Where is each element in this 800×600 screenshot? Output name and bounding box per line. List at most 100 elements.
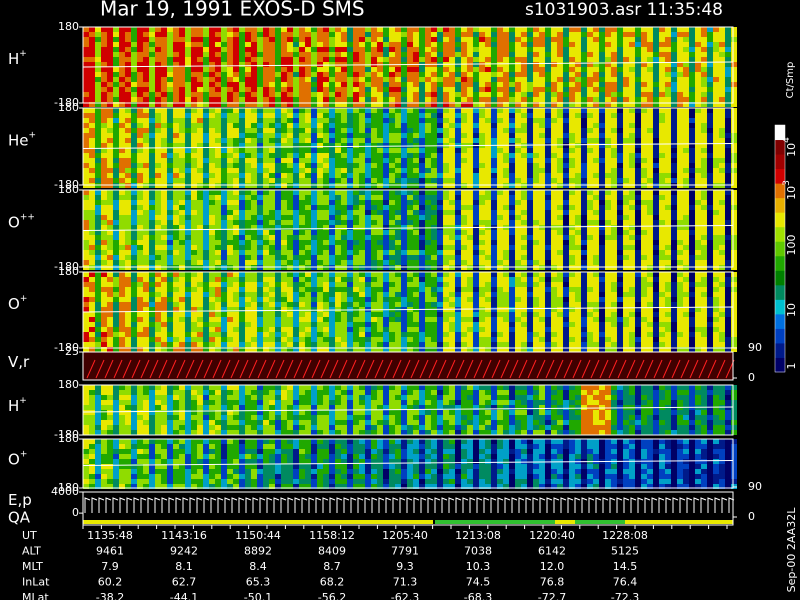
spectrogram-cell bbox=[197, 220, 203, 225]
spectrogram-cell bbox=[407, 235, 413, 240]
spectrogram-cell bbox=[545, 220, 551, 225]
spectrogram-cell bbox=[305, 215, 311, 220]
spectrogram-cell bbox=[383, 195, 389, 200]
spectrogram-cell bbox=[569, 153, 575, 158]
spectrogram-cell bbox=[467, 210, 473, 215]
spectrogram-cell bbox=[395, 97, 401, 102]
spectrogram-cell bbox=[539, 62, 545, 67]
spectrogram-cell bbox=[395, 210, 401, 215]
spectrogram-cell bbox=[185, 138, 191, 143]
spectrogram-cell bbox=[395, 158, 401, 163]
spectrogram-cell bbox=[455, 108, 461, 113]
spectrogram-cell bbox=[383, 102, 389, 107]
spectrogram-cell bbox=[431, 220, 437, 225]
spectrogram-cell bbox=[245, 102, 251, 107]
spectrogram-cell bbox=[557, 37, 563, 42]
spectrogram-cell bbox=[371, 220, 377, 225]
spectrogram-cell bbox=[131, 47, 137, 52]
spectrogram-cell bbox=[257, 255, 263, 260]
spectrogram-cell bbox=[557, 57, 563, 62]
spectrogram-cell bbox=[371, 240, 377, 245]
spectrogram-cell bbox=[731, 57, 737, 62]
spectrogram-cell bbox=[119, 97, 125, 102]
spectrogram-cell bbox=[569, 72, 575, 77]
spectrogram-cell bbox=[671, 87, 677, 92]
spectrogram-cell bbox=[143, 123, 149, 128]
spectrogram-cell bbox=[431, 87, 437, 92]
spectrogram-cell bbox=[257, 113, 263, 118]
spectrogram-cell bbox=[473, 47, 479, 52]
spectrogram-cell bbox=[83, 148, 89, 153]
spectrogram-cell bbox=[233, 210, 239, 215]
spectrogram-cell bbox=[731, 138, 737, 143]
spectrogram-cell bbox=[371, 173, 377, 178]
spectrogram-cell bbox=[731, 153, 737, 158]
spectrogram-cell bbox=[293, 92, 299, 97]
spectrogram-cell bbox=[647, 87, 653, 92]
spectrogram-cell bbox=[101, 245, 107, 250]
spectrogram-cell bbox=[557, 77, 563, 82]
spectrogram-cell bbox=[485, 153, 491, 158]
spectrogram-cell bbox=[407, 37, 413, 42]
spectrogram-cell bbox=[383, 82, 389, 87]
spectrogram-cell bbox=[473, 240, 479, 245]
spectrogram-cell bbox=[221, 215, 227, 220]
spectrogram-cell bbox=[431, 200, 437, 205]
spectrogram-cell bbox=[551, 210, 557, 215]
spectrogram-cell bbox=[137, 250, 143, 255]
spectrogram-cell bbox=[317, 77, 323, 82]
spectrogram-cell bbox=[353, 102, 359, 107]
spectrogram-cell bbox=[359, 97, 365, 102]
spectrogram-cell bbox=[269, 57, 275, 62]
spectrogram-cell bbox=[473, 108, 479, 113]
spectrogram-cell bbox=[473, 52, 479, 57]
spectrogram-cell bbox=[395, 57, 401, 62]
spectrogram-cell bbox=[251, 92, 257, 97]
spectrogram-cell bbox=[263, 92, 269, 97]
spectrogram-cell bbox=[593, 57, 599, 62]
spectrogram-cell bbox=[611, 168, 617, 173]
spectrogram-cell bbox=[707, 178, 713, 183]
spectrogram-cell bbox=[437, 128, 443, 133]
spectrogram-cell bbox=[173, 240, 179, 245]
spectrogram-cell bbox=[281, 67, 287, 72]
spectrogram-cell bbox=[485, 113, 491, 118]
spectrogram-cell bbox=[689, 62, 695, 67]
spectrogram-cell bbox=[425, 250, 431, 255]
spectrogram-cell bbox=[209, 190, 215, 195]
spectrogram-cell bbox=[413, 37, 419, 42]
spectrogram-cell bbox=[479, 163, 485, 168]
spectrogram-cell bbox=[221, 82, 227, 87]
spectrogram-cell bbox=[335, 32, 341, 37]
spectrogram-cell bbox=[215, 77, 221, 82]
spectrogram-cell bbox=[371, 153, 377, 158]
spectrogram-cell bbox=[149, 240, 155, 245]
spectrogram-cell bbox=[113, 210, 119, 215]
spectrogram-cell bbox=[461, 97, 467, 102]
spectrogram-cell bbox=[581, 57, 587, 62]
spectrogram-cell bbox=[143, 62, 149, 67]
spectrogram-cell bbox=[401, 138, 407, 143]
spectrogram-cell bbox=[173, 108, 179, 113]
spectrogram-cell bbox=[599, 178, 605, 183]
spectrogram-cell bbox=[605, 138, 611, 143]
spectrogram-cell bbox=[641, 123, 647, 128]
spectrogram-cell bbox=[455, 97, 461, 102]
spectrogram-cell bbox=[299, 153, 305, 158]
spectrogram-cell bbox=[311, 195, 317, 200]
spectrogram-cell bbox=[155, 178, 161, 183]
spectrogram-cell bbox=[173, 153, 179, 158]
spectrogram-cell bbox=[317, 245, 323, 250]
spectrogram-cell bbox=[569, 108, 575, 113]
spectrogram-cell bbox=[659, 37, 665, 42]
spectrogram-cell bbox=[335, 123, 341, 128]
spectrogram-cell bbox=[629, 57, 635, 62]
spectrogram-cell bbox=[419, 42, 425, 47]
spectrogram-cell bbox=[719, 102, 725, 107]
spectrogram-cell bbox=[569, 27, 575, 32]
spectrogram-cell bbox=[437, 82, 443, 87]
spectrogram-cell bbox=[587, 42, 593, 47]
spectrogram-cell bbox=[227, 178, 233, 183]
spectrogram-cell bbox=[347, 113, 353, 118]
spectrogram-cell bbox=[425, 72, 431, 77]
